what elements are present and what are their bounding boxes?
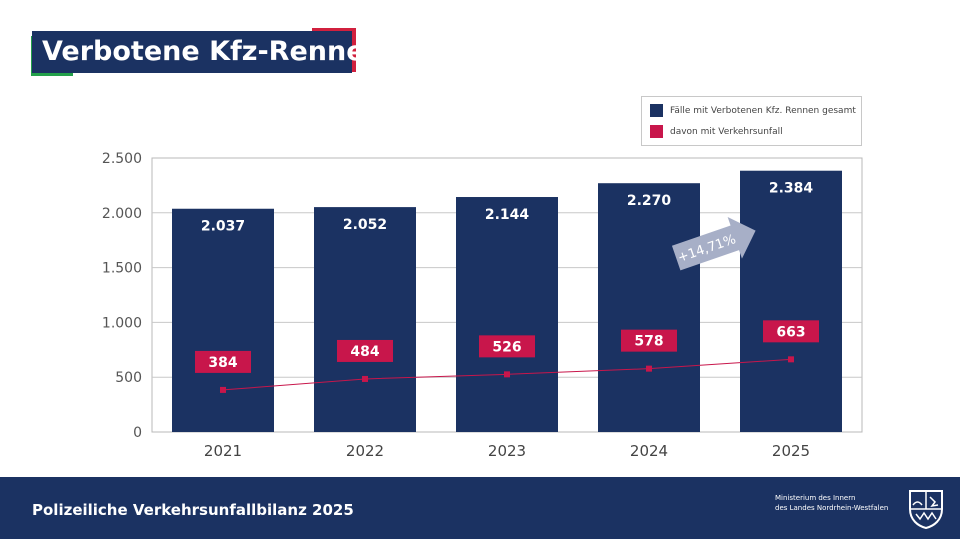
ministry-name: Ministerium des Innern des Landes Nordrh… [775,493,888,513]
title-accent-green-bottom [31,72,73,76]
accident-label-box [337,339,393,362]
accident-label-box [195,350,251,373]
legend-item-total: Fälle mit Verbotenen Kfz. Rennen gesamt [650,104,856,117]
accident-value-label: 484 [350,344,379,360]
x-tick-label: 2022 [346,442,384,460]
bar-2022 [314,207,416,432]
accident-point-2021 [220,386,226,393]
nrw-crest-icon [909,490,943,529]
accident-value-label: 384 [208,355,237,371]
accident-label-box [479,335,535,358]
bar-value-label: 2.144 [485,207,530,223]
footer-bar: Polizeiliche Verkehrsunfallbilanz 2025 M… [0,477,960,539]
accident-point-2024 [646,365,652,372]
legend-label-total: Fälle mit Verbotenen Kfz. Rennen gesamt [670,105,856,116]
legend-label-accidents: davon mit Verkehrsunfall [670,126,783,137]
footer-report-title: Polizeiliche Verkehrsunfallbilanz 2025 [32,501,354,519]
y-tick-label: 1.500 [102,261,142,277]
accident-value-label: 578 [634,334,663,350]
y-tick-label: 1.000 [102,315,142,331]
y-tick-label: 500 [115,370,142,386]
legend-item-accidents: davon mit Verkehrsunfall [650,125,783,138]
accident-value-label: 526 [492,339,521,355]
legend-swatch-accidents [650,125,663,138]
legend-swatch-total [650,104,663,117]
x-tick-label: 2021 [204,442,242,460]
bar-2023 [456,197,558,432]
growth-arrow-shape [671,217,756,271]
accident-value-label: 663 [776,324,805,340]
accident-point-2025 [788,356,794,363]
y-tick-label: 2.500 [102,151,142,167]
ministry-line-2: des Landes Nordrhein-Westfalen [775,504,889,512]
accident-point-2023 [504,371,510,378]
x-tick-label: 2023 [488,442,526,460]
x-tick-label: 2024 [630,442,668,460]
bar-2025 [740,170,842,432]
title-accent-red [352,28,356,72]
page-title: Verbotene Kfz-Rennen [32,31,384,73]
bar-2024 [598,183,700,432]
chart-legend: Fälle mit Verbotenen Kfz. Rennen gesamt … [641,96,862,146]
bar-value-label: 2.052 [343,217,387,233]
x-tick-label: 2025 [772,442,810,460]
bar-2021 [172,208,274,432]
y-tick-label: 2.000 [102,206,142,222]
y-tick-label: 0 [133,425,142,441]
accident-label-box [621,329,677,352]
bar-value-label: 2.384 [769,181,814,197]
bar-value-label: 2.037 [201,219,245,235]
title-accent-red-top [312,28,356,32]
bar-value-label: 2.270 [627,193,672,209]
ministry-line-1: Ministerium des Innern [775,494,856,502]
accident-label-box [763,320,819,343]
accident-point-2022 [362,375,368,382]
